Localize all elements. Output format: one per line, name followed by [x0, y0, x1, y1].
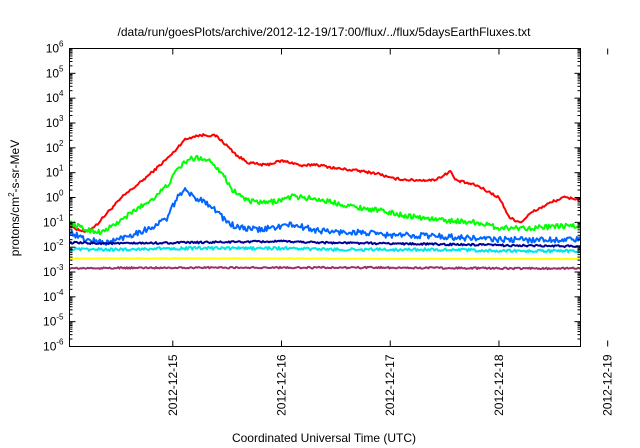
y-axis-label-prefix: protons/cm [8, 197, 22, 256]
y-tick-exp: -2 [56, 238, 64, 247]
series-line [69, 239, 581, 249]
y-tick-label: 102 [46, 139, 64, 155]
y-tick-base: 10 [43, 290, 57, 304]
y-tick-base: 10 [46, 141, 60, 155]
x-tick-label: 2012-12-17 [383, 354, 397, 416]
series-line [69, 154, 581, 236]
y-axis-label-sup: 2 [7, 192, 16, 197]
y-tick-base: 10 [43, 315, 57, 329]
y-tick-base: 10 [43, 265, 57, 279]
y-tick-label: 10-4 [43, 288, 64, 304]
y-tick-label: 105 [46, 64, 64, 80]
y-tick-exp: -4 [56, 288, 64, 297]
y-tick-exp: 3 [59, 114, 64, 123]
y-tick-base: 10 [46, 116, 60, 130]
y-tick-base: 10 [46, 66, 60, 80]
y-tick-base: 10 [43, 215, 57, 229]
x-tick-label: 2012-12-19 [601, 354, 615, 416]
y-tick-exp: 2 [59, 139, 64, 148]
y-tick-base: 10 [43, 340, 57, 354]
series-line [69, 245, 581, 254]
x-axis-ticks: 2012-12-15 2012-12-16 2012-12-17 2012-12-18… [166, 48, 615, 416]
series-line [69, 133, 581, 233]
series-layer [69, 133, 581, 271]
y-tick-exp: -1 [56, 213, 64, 222]
y-tick-label: 103 [46, 114, 64, 130]
y-tick-base: 10 [46, 166, 60, 180]
y-axis-label: protons/cm2-s-sr-MeV [7, 140, 22, 256]
series-line [69, 265, 581, 271]
y-tick-label: 10-6 [43, 338, 64, 354]
x-axis-label: Coordinated Universal Time (UTC) [232, 431, 416, 445]
chart-title: /data/run/goesPlots/archive/2012-12-19/1… [118, 25, 532, 39]
y-tick-base: 10 [46, 191, 60, 205]
y-tick-exp: 6 [59, 40, 64, 49]
x-tick-label: 2012-12-18 [492, 354, 506, 416]
y-tick-exp: 4 [59, 89, 64, 98]
y-tick-exp: 5 [59, 64, 64, 73]
x-tick-label: 2012-12-15 [166, 354, 180, 416]
y-tick-base: 10 [43, 240, 57, 254]
y-tick-exp: -3 [56, 263, 64, 272]
y-tick-label: 104 [46, 89, 64, 105]
y-tick-exp: 0 [59, 189, 64, 198]
y-tick-base: 10 [46, 91, 60, 105]
y-tick-label: 106 [46, 40, 64, 56]
y-tick-label: 100 [46, 189, 64, 205]
y-tick-base: 10 [46, 42, 60, 56]
y-tick-exp: 1 [59, 164, 64, 173]
y-tick-exp: -6 [56, 338, 64, 347]
y-tick-label: 10-5 [43, 313, 64, 329]
x-tick-label: 2012-12-16 [275, 354, 289, 416]
series-line [69, 187, 581, 246]
series-line [69, 257, 581, 261]
y-axis-ticks: 10-610-510-410-310-210-11001011021031041… [43, 40, 581, 354]
y-tick-exp: -5 [56, 313, 64, 322]
y-tick-label: 101 [46, 164, 64, 180]
plot-frame [69, 48, 581, 347]
y-tick-label: 10-3 [43, 263, 64, 279]
y-axis-label-suffix: -s-sr-MeV [8, 140, 22, 193]
y-tick-label: 10-1 [43, 213, 64, 229]
y-tick-label: 10-2 [43, 238, 64, 254]
